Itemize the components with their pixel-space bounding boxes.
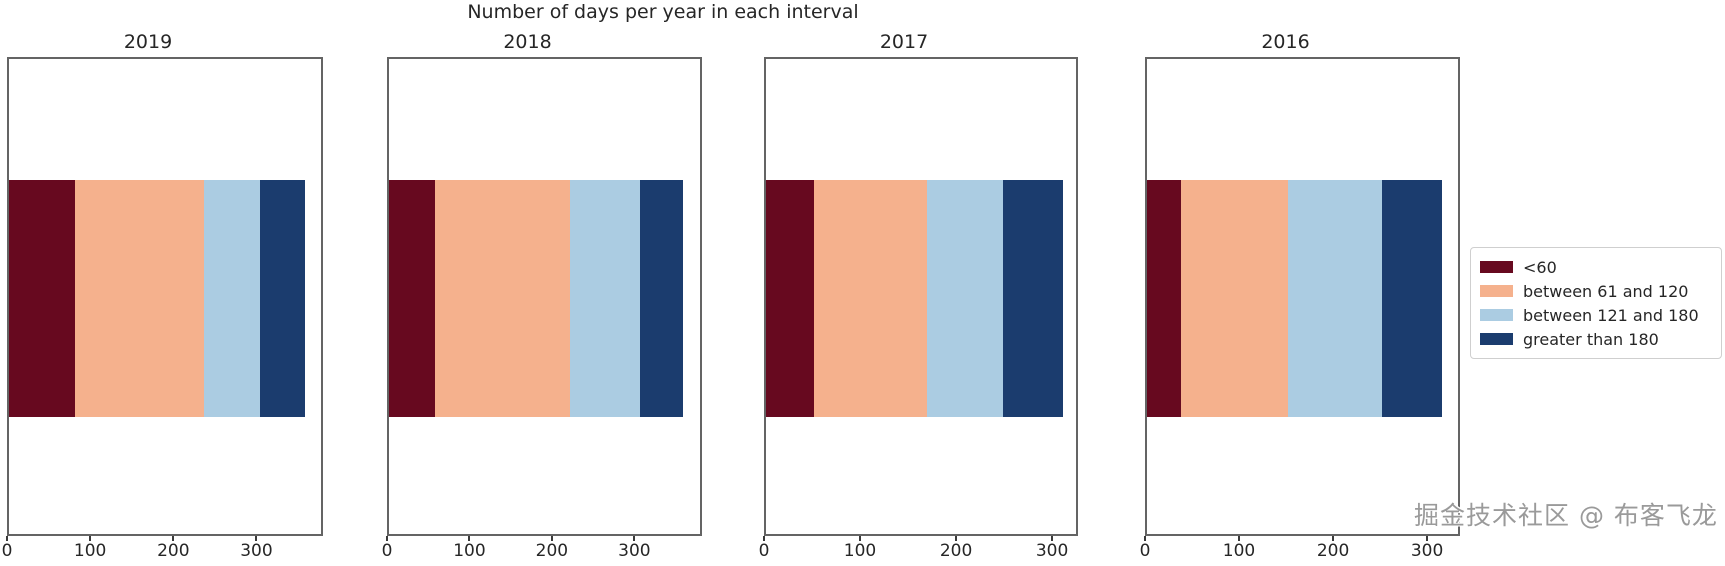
bar-segment-lt60 [389, 180, 435, 417]
x-tick-label: 0 [381, 541, 393, 561]
bar-segment-between-61-120 [814, 180, 928, 417]
plot-frame-2016 [1145, 57, 1460, 536]
legend-item: <60 [1480, 255, 1712, 279]
bar-segment-greater-180 [1003, 180, 1063, 417]
stacked-bar-2019 [9, 180, 321, 417]
x-tick [386, 536, 388, 541]
x-tick-label: 200 [535, 541, 569, 561]
stacked-bar-2017 [766, 180, 1076, 417]
subplot-title-2018: 2018 [503, 31, 552, 53]
x-tick-label: 0 [1, 541, 13, 561]
bar-segment-between-121-180 [569, 180, 640, 417]
x-tick [633, 536, 636, 541]
x-tick-label: 100 [843, 541, 877, 561]
bar-segment-greater-180 [1381, 180, 1443, 417]
x-tick-label: 100 [1222, 541, 1256, 561]
x-tick [89, 536, 92, 541]
x-tick [255, 536, 258, 541]
x-tick-label: 300 [240, 541, 273, 561]
figure-title: Number of days per year in each interval [467, 1, 859, 23]
x-tick-label: 100 [73, 541, 107, 561]
bar-segment-between-121-180 [204, 180, 261, 417]
x-tick-label: 0 [758, 541, 770, 561]
x-tick-label: 0 [1139, 541, 1151, 561]
bar-segment-between-61-120 [1181, 180, 1289, 417]
legend-item: between 61 and 120 [1480, 279, 1712, 303]
x-tick-label: 200 [157, 541, 190, 561]
x-tick [763, 536, 765, 541]
legend-label: between 61 and 120 [1523, 281, 1689, 301]
plot-frame-2018 [387, 57, 702, 536]
bar-segment-lt60 [766, 180, 815, 417]
bar-segment-between-61-120 [74, 180, 205, 417]
x-tick [1144, 536, 1146, 541]
x-tick [468, 536, 471, 541]
x-tick-label: 300 [1410, 541, 1444, 561]
legend-label: greater than 180 [1523, 329, 1659, 349]
x-tick [6, 536, 8, 541]
legend-swatch-between-61-120 [1480, 285, 1513, 297]
plot-frame-2019 [7, 57, 323, 536]
x-tick [172, 536, 175, 541]
legend: <60 between 61 and 120 between 121 and 1… [1470, 247, 1722, 359]
bar-segment-greater-180 [260, 180, 305, 417]
x-tick [1426, 536, 1429, 541]
bar-segment-between-61-120 [434, 180, 570, 417]
legend-item: between 121 and 180 [1480, 303, 1712, 327]
bar-segment-between-121-180 [1288, 180, 1382, 417]
x-tick [955, 536, 958, 541]
x-tick-label: 100 [453, 541, 486, 561]
x-tick-label: 300 [1035, 541, 1069, 561]
bar-segment-greater-180 [639, 180, 683, 417]
legend-swatch-between-121-180 [1480, 309, 1513, 321]
plot-frame-2017 [764, 57, 1078, 536]
x-tick [1051, 536, 1054, 541]
x-tick-label: 200 [939, 541, 973, 561]
stacked-bar-2016 [1147, 180, 1458, 417]
legend-item: greater than 180 [1480, 327, 1712, 351]
subplot-title-2016: 2016 [1261, 31, 1310, 53]
x-tick-label: 200 [1316, 541, 1350, 561]
legend-swatch-lt60 [1480, 261, 1513, 273]
x-tick-label: 300 [618, 541, 651, 561]
bar-segment-lt60 [9, 180, 75, 417]
legend-label: between 121 and 180 [1523, 305, 1699, 325]
legend-label: <60 [1523, 257, 1557, 277]
legend-swatch-greater-180 [1480, 333, 1513, 345]
x-tick [550, 536, 553, 541]
x-tick [859, 536, 862, 541]
subplot-title-2017: 2017 [879, 31, 929, 53]
x-tick [1332, 536, 1335, 541]
bar-segment-between-121-180 [927, 180, 1003, 417]
x-tick [1238, 536, 1241, 541]
subplot-title-2019: 2019 [123, 31, 173, 53]
stacked-bar-2018 [389, 180, 700, 417]
watermark: 掘金技术社区 @ 布客飞龙 [1414, 501, 1718, 530]
bar-segment-lt60 [1147, 180, 1182, 417]
